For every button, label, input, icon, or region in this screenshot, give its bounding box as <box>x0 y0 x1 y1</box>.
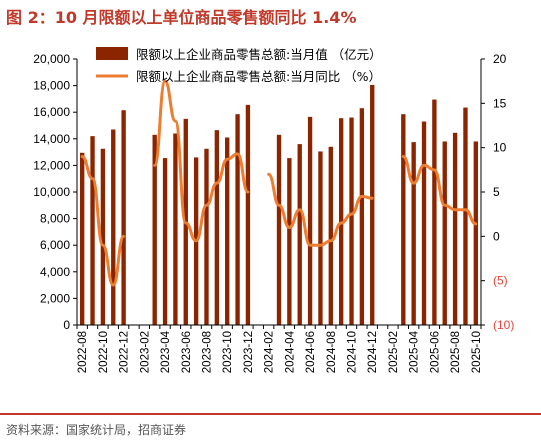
left-tick-label: 12,000 <box>33 158 70 172</box>
right-tick-label: (5) <box>493 274 508 288</box>
bar-2025-10 <box>473 141 478 325</box>
bar-2025-05 <box>421 121 427 325</box>
footer-divider <box>0 413 541 415</box>
x-tick-label: 2025-04 <box>409 330 421 373</box>
x-tick-label: 2024-08 <box>326 331 338 373</box>
bar-2023-09 <box>214 130 220 325</box>
x-tick-label: 2025-02 <box>388 331 400 373</box>
bar-2025-06 <box>432 99 437 325</box>
x-tick-label: 2025-10 <box>471 331 483 373</box>
x-tick-label: 2022-08 <box>77 331 89 373</box>
legend: 限额以上企业商品零售总额:当月值 （亿元） 限额以上企业商品零售总额:当月同比 （… <box>96 47 382 84</box>
bar-2022-09 <box>90 136 95 325</box>
bar-2024-08 <box>328 146 333 325</box>
x-tick-label: 2024-10 <box>347 331 359 373</box>
bar-2023-04 <box>162 158 168 325</box>
source-note: 资料来源：国家统计局，招商证券 <box>6 423 187 437</box>
x-tick-label: 2025-08 <box>450 331 462 373</box>
bar-2023-12 <box>245 104 251 325</box>
line-segment-3 <box>401 155 478 226</box>
bar-2025-09 <box>463 107 468 325</box>
x-tick-label: 2023-08 <box>201 331 213 373</box>
x-tick-label: 2023-12 <box>243 331 255 373</box>
legend-label-line: 限额以上企业商品零售总额:当月同比 （%） <box>136 69 381 84</box>
bar-2024-04 <box>287 158 292 325</box>
bar-2025-07 <box>442 141 447 325</box>
left-tick-label: 4,000 <box>40 265 70 279</box>
bar-2024-11 <box>359 108 365 326</box>
bar-2024-07 <box>318 151 323 325</box>
x-tick-label: 2023-06 <box>181 331 193 373</box>
left-tick-label: 14,000 <box>33 132 70 146</box>
right-tick-label: (10) <box>493 318 514 332</box>
left-tick-label: 10,000 <box>33 185 70 199</box>
bar-2023-08 <box>204 148 209 325</box>
right-tick-label: 0 <box>493 229 500 243</box>
bar-2023-10 <box>225 137 230 325</box>
left-tick-label: 18,000 <box>33 79 70 93</box>
bar-2025-08 <box>452 132 458 325</box>
x-tick-label: 2024-02 <box>264 331 276 373</box>
line-segment-1 <box>153 79 250 243</box>
left-tick-label: 0 <box>63 318 70 332</box>
x-tick-label: 2023-04 <box>160 330 172 373</box>
axes: 0 2,000 4,000 6,000 8,000 10,000 12,000 14,000 1… <box>33 52 514 373</box>
line-segment-2 <box>267 172 374 247</box>
bar-2022-12 <box>121 110 126 325</box>
bar-2023-11 <box>235 114 240 325</box>
bar-2025-03 <box>401 114 406 325</box>
left-tick-label: 20,000 <box>33 52 70 66</box>
bar-2024-10 <box>349 117 354 326</box>
bar-2022-10 <box>100 148 106 325</box>
x-tick-label: 2025-06 <box>429 331 441 373</box>
right-tick-label: 20 <box>493 52 507 66</box>
legend-label-bar: 限额以上企业商品零售总额:当月值 （亿元） <box>136 47 382 62</box>
left-tick-label: 16,000 <box>33 105 70 119</box>
x-tick-label: 2022-12 <box>119 331 131 373</box>
bar-2024-06 <box>307 116 313 325</box>
chart-title: 图 2：10 月限额以上单位商品零售额同比 1.4% <box>6 8 357 27</box>
x-tick-label: 2024-04 <box>284 330 296 373</box>
bar-2022-11 <box>111 129 116 325</box>
x-tick-label: 2023-02 <box>139 331 151 373</box>
bar-2022-08 <box>80 152 85 325</box>
left-tick-label: 2,000 <box>40 291 70 305</box>
bar-2024-12 <box>370 84 375 325</box>
line-segment-0 <box>80 155 126 287</box>
bar-2023-03 <box>152 134 157 325</box>
x-tick-label: 2022-10 <box>98 331 110 373</box>
plot-area <box>80 79 478 326</box>
right-tick-label: 10 <box>493 141 507 155</box>
x-tick-label: 2024-06 <box>305 331 317 373</box>
left-tick-label: 8,000 <box>40 212 70 226</box>
left-tick-label: 6,000 <box>40 238 70 252</box>
legend-swatch-bar <box>96 47 128 60</box>
bar-2023-05 <box>173 133 178 325</box>
x-tick-label: 2023-10 <box>222 331 234 373</box>
bar-2024-03 <box>276 134 282 325</box>
right-tick-label: 5 <box>493 185 500 199</box>
right-tick-label: 15 <box>493 96 507 110</box>
bar-2025-04 <box>411 142 416 325</box>
bar-2024-05 <box>297 144 302 325</box>
x-tick-label: 2024-12 <box>367 331 379 373</box>
